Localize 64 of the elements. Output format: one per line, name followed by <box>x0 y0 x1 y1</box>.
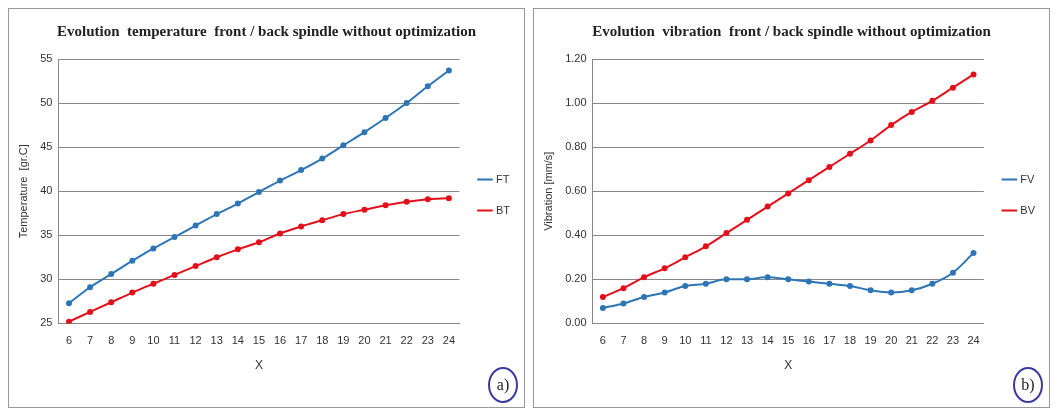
x-tick-label: 6 <box>65 334 73 347</box>
y-tick-label: 40 <box>40 184 53 197</box>
x-tick-label: 7 <box>87 334 94 347</box>
y-axis-title: Temperature [gr.C] <box>16 144 29 239</box>
x-tick-label: 14 <box>761 334 774 347</box>
x-tick-label: 13 <box>210 334 223 347</box>
x-tick-label: 8 <box>641 334 648 347</box>
x-tick-label: 14 <box>231 334 244 347</box>
x-tick-label: 11 <box>168 334 181 347</box>
y-tick-label: 35 <box>40 228 53 241</box>
legend-label: FT <box>495 172 510 185</box>
x-tick-label: 18 <box>843 334 857 347</box>
circle-outline: a) <box>488 367 518 403</box>
x-tick-label: 24 <box>442 334 456 347</box>
x-tick-label: 23 <box>946 334 960 347</box>
y-tick-label: 30 <box>40 272 53 285</box>
x-tick-label: 15 <box>252 334 266 347</box>
chart-title: Evolution vibration front / back spindle without optimization <box>592 22 992 39</box>
x-tick-label: 7 <box>620 334 627 347</box>
y-tick-label: 55 <box>40 52 53 65</box>
y-tick-label: 25 <box>40 316 53 329</box>
x-tick-label: 13 <box>740 334 754 347</box>
y-tick-label: 45 <box>40 140 53 153</box>
x-tick-label: 8 <box>108 334 115 347</box>
circle-outline: b) <box>1013 367 1043 403</box>
x-tick-label: 21 <box>905 334 918 347</box>
x-tick-label: 20 <box>885 334 898 347</box>
x-axis-title: X <box>784 358 793 373</box>
x-tick-label: 17 <box>295 334 308 347</box>
x-tick-label: 19 <box>337 334 350 347</box>
x-tick-label: 24 <box>967 334 980 347</box>
x-tick-label: 19 <box>864 334 877 347</box>
y-tick-label: 1.20 <box>565 52 587 65</box>
y-tick-label: 0.40 <box>565 228 587 241</box>
x-tick-label: 15 <box>782 334 795 347</box>
y-tick-label: 50 <box>40 96 53 109</box>
x-tick-label: 23 <box>421 334 434 347</box>
y-axis-title: Vibration [mm/s] <box>541 151 554 231</box>
y-tick-label: 0.80 <box>565 140 587 153</box>
x-tick-label: 12 <box>720 334 733 347</box>
x-tick-label: 12 <box>189 334 202 347</box>
x-axis-title: X <box>254 358 263 373</box>
legend-label: BT <box>495 203 511 216</box>
x-tick-label: 22 <box>400 334 413 347</box>
x-tick-label: 10 <box>679 334 692 347</box>
x-tick-label: 20 <box>358 334 371 347</box>
y-tick-label: 0.60 <box>565 184 587 197</box>
x-tick-label: 21 <box>379 334 392 347</box>
y-tick-label: 1.00 <box>565 96 587 109</box>
x-tick-label: 6 <box>599 334 606 347</box>
x-tick-label: 16 <box>802 334 815 347</box>
x-tick-label: 17 <box>823 334 836 347</box>
y-tick-label: 0.00 <box>565 316 587 329</box>
x-tick-label: 18 <box>316 334 329 347</box>
x-tick-label: 22 <box>926 334 939 347</box>
x-tick-label: 9 <box>129 334 136 347</box>
chart-title: Evolution temperature front / back spindle without optimization <box>56 22 477 39</box>
legend-label: BV <box>1020 203 1036 216</box>
legend-label: FV <box>1020 172 1036 185</box>
y-tick-label: 0.20 <box>565 272 587 285</box>
x-tick-label: 10 <box>147 334 160 347</box>
x-tick-label: 11 <box>700 334 712 347</box>
x-tick-label: 16 <box>273 334 287 347</box>
x-tick-label: 9 <box>661 334 668 347</box>
